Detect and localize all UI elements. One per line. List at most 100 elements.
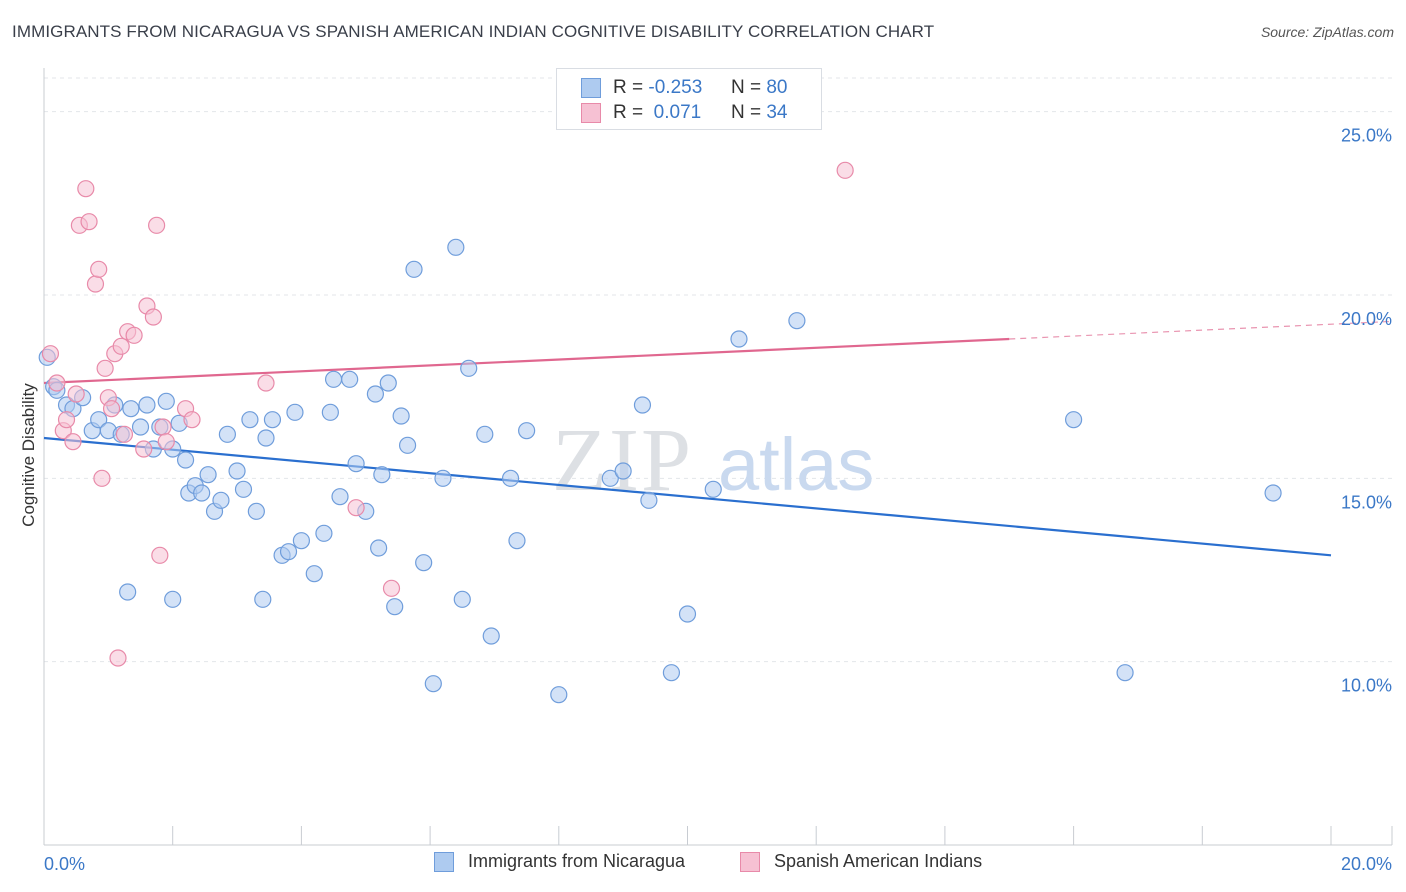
- n-value: 34: [766, 102, 788, 123]
- trend-line: [43, 436, 1332, 557]
- pink-swatch: [581, 103, 601, 123]
- data-point: [434, 469, 452, 487]
- data-point: [601, 469, 619, 487]
- data-point: [57, 411, 76, 429]
- data-point: [453, 590, 471, 608]
- data-point: [218, 425, 236, 443]
- data-point: [157, 392, 175, 410]
- data-point: [508, 532, 526, 550]
- trend-line: [43, 337, 1010, 385]
- data-point: [257, 374, 275, 392]
- legend-item-spanish-american-indians: Spanish American Indians: [740, 851, 982, 872]
- data-point: [77, 180, 95, 198]
- data-point: [234, 480, 253, 498]
- data-point: [228, 462, 246, 480]
- data-point: [96, 359, 114, 377]
- watermark: ZIP atlas: [552, 411, 874, 510]
- data-point: [331, 488, 349, 506]
- data-point: [109, 649, 127, 667]
- blue-swatch: [581, 78, 601, 98]
- data-point: [398, 436, 417, 454]
- n-label: N =: [730, 102, 762, 123]
- x-tick-label: 20.0%: [1341, 854, 1392, 874]
- legend-label: Immigrants from Nicaragua: [468, 851, 686, 871]
- correlation-legend: R = -0.253 N = 80 R = 0.071 N = 34: [556, 68, 822, 130]
- data-point: [64, 433, 82, 451]
- data-point: [447, 238, 465, 256]
- data-point: [90, 260, 108, 278]
- r-value: 0.071: [648, 102, 702, 123]
- data-point: [138, 396, 156, 414]
- legend-row-nicaragua: R = -0.253 N = 80: [581, 76, 787, 100]
- data-point: [788, 312, 806, 330]
- data-point: [176, 451, 195, 469]
- data-point: [366, 385, 385, 403]
- data-point: [836, 161, 854, 179]
- data-point: [392, 407, 410, 425]
- source-credit: Source: ZipAtlas.com: [1260, 24, 1394, 40]
- trend-lines: [43, 320, 1393, 557]
- y-tick-label: 25.0%: [1341, 126, 1392, 146]
- data-point: [292, 532, 310, 550]
- axes: [43, 68, 1393, 846]
- data-points: [38, 161, 1282, 704]
- data-point: [321, 403, 339, 421]
- pink-swatch: [740, 851, 760, 872]
- data-point: [286, 403, 304, 421]
- data-point: [151, 546, 169, 564]
- data-point: [1064, 411, 1083, 429]
- data-point: [212, 491, 230, 509]
- data-point: [199, 466, 217, 484]
- data-point: [678, 605, 697, 623]
- axis-labels: 10.0% 15.0% 20.0% 25.0% 0.0% 20.0% Cognitive D…: [19, 126, 1392, 874]
- watermark-zip: ZIP: [552, 411, 693, 510]
- blue-swatch: [434, 851, 454, 872]
- data-point: [379, 374, 397, 392]
- data-point: [93, 469, 111, 487]
- data-point: [305, 565, 323, 583]
- data-point: [501, 469, 520, 487]
- data-point: [415, 554, 433, 572]
- data-point: [730, 330, 748, 348]
- grid-lines: [44, 77, 1392, 663]
- data-point: [704, 480, 722, 498]
- data-point: [67, 385, 85, 403]
- watermark-atlas: atlas: [718, 423, 874, 506]
- data-point: [640, 491, 658, 509]
- data-point: [315, 524, 333, 542]
- data-point: [614, 462, 632, 480]
- data-point: [112, 337, 130, 355]
- y-tick-label: 10.0%: [1341, 676, 1392, 696]
- data-point: [122, 400, 140, 418]
- data-point: [154, 418, 172, 436]
- legend-item-nicaragua: Immigrants from Nicaragua: [434, 851, 685, 872]
- data-point: [193, 484, 211, 502]
- data-point: [347, 499, 365, 517]
- data-point: [405, 260, 423, 278]
- data-point: [125, 326, 143, 344]
- data-point: [341, 370, 359, 388]
- data-point: [424, 675, 442, 693]
- trend-line-extension: [1009, 320, 1393, 340]
- data-point: [370, 539, 388, 557]
- data-point: [1264, 484, 1282, 502]
- data-point: [86, 275, 105, 293]
- data-point: [482, 627, 500, 645]
- r-label: R =: [613, 77, 644, 98]
- data-point: [148, 216, 166, 234]
- y-tick-label: 20.0%: [1341, 309, 1392, 329]
- data-point: [373, 466, 391, 484]
- data-point: [247, 502, 265, 520]
- data-point: [48, 374, 66, 392]
- n-value: 80: [766, 77, 788, 98]
- data-point: [460, 359, 478, 377]
- data-point: [382, 579, 401, 597]
- data-point: [476, 425, 494, 443]
- n-label: N =: [730, 77, 762, 98]
- legend-label: Spanish American Indians: [774, 851, 983, 871]
- data-point: [518, 422, 536, 440]
- data-point: [131, 418, 150, 436]
- data-point: [102, 400, 121, 418]
- data-point: [119, 583, 137, 601]
